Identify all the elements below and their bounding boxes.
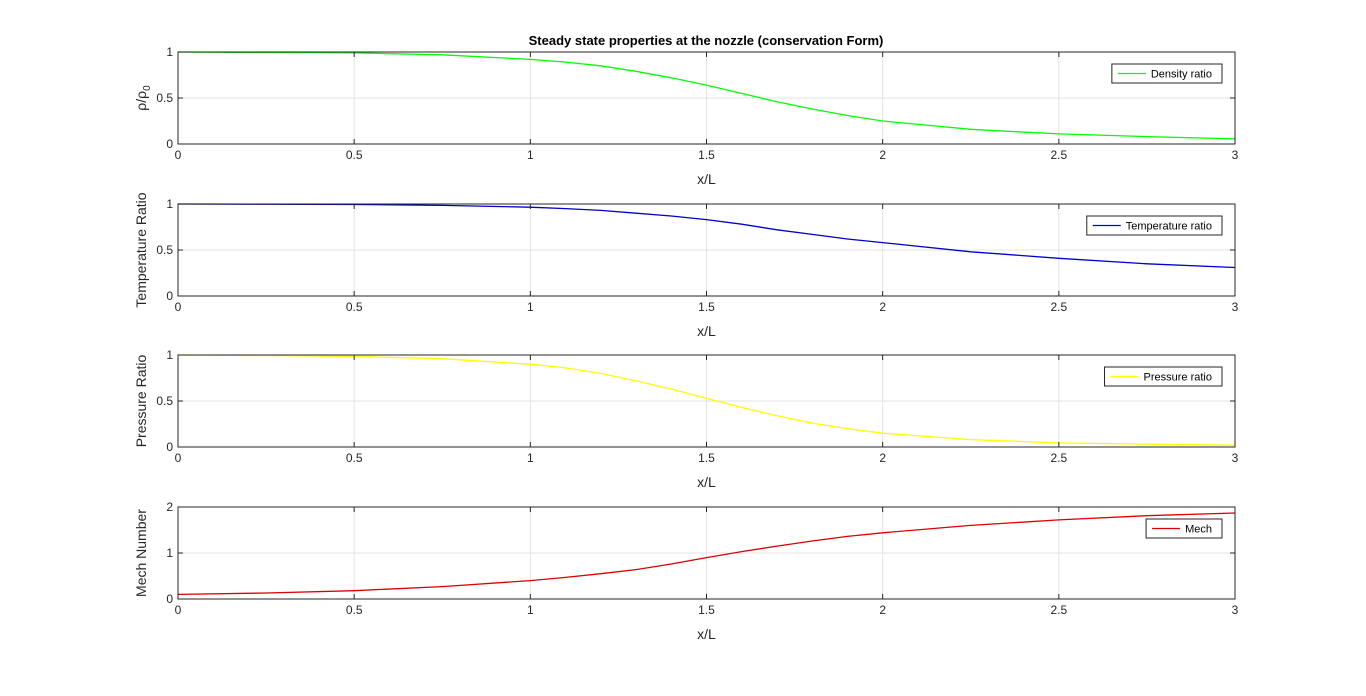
x-tick-label: 1.5 [698, 603, 715, 617]
y-tick-label: 0.5 [156, 394, 173, 408]
x-tick-label: 0 [175, 603, 182, 617]
y-axis-label-subscript: 0 [142, 85, 153, 91]
y-tick-label: 1 [166, 546, 173, 560]
y-axis-label: Pressure Ratio [133, 354, 149, 447]
x-tick-label: 0.5 [346, 300, 363, 314]
y-axis-label: Temperature Ratio [133, 192, 149, 307]
x-tick-label: 0 [175, 451, 182, 465]
x-tick-label: 2.5 [1050, 300, 1067, 314]
legend-box [1145, 518, 1223, 539]
legend-label: Density ratio [1151, 69, 1212, 81]
x-tick-label: 1 [527, 300, 534, 314]
y-tick-label: 0 [166, 592, 173, 606]
subplot-3: 0 0.5 1 1.5 2 2.5 3 0 0.5 1 x/L Pressure Ratio Press… [133, 348, 1239, 490]
x-tick-label: 0 [175, 300, 182, 314]
legend-box [1086, 215, 1223, 236]
y-axis-label: ρ/ρ0 [133, 85, 153, 111]
series-line-pressure-ratio [177, 354, 1236, 446]
x-tick-label: 2.5 [1050, 451, 1067, 465]
x-tick-label: 3 [1232, 603, 1239, 617]
x-tick-label: 0 [175, 148, 182, 162]
legend-label: Temperature ratio [1126, 221, 1212, 233]
y-tick-label: 1 [166, 197, 173, 211]
y-tick-label: 0 [166, 440, 173, 454]
x-tick-label: 1 [527, 148, 534, 162]
y-tick-label: 1 [166, 348, 173, 362]
x-axis-label: x/L [697, 323, 716, 339]
y-tick-label: 0 [166, 289, 173, 303]
x-tick-label: 2.5 [1050, 148, 1067, 162]
x-tick-label: 1.5 [698, 148, 715, 162]
series-line-temperature-ratio [177, 203, 1236, 269]
x-axis-label: x/L [697, 171, 716, 187]
series-line-density-ratio [177, 51, 1236, 140]
x-tick-label: 3 [1232, 148, 1239, 162]
x-tick-label: 1 [527, 603, 534, 617]
x-tick-label: 2 [879, 451, 886, 465]
x-tick-label: 1.5 [698, 300, 715, 314]
y-tick-label: 0.5 [156, 91, 173, 105]
legend-label: Pressure ratio [1144, 372, 1212, 384]
x-tick-label: 0.5 [346, 451, 363, 465]
legend: Mech [1145, 518, 1223, 539]
series-line-mech [177, 512, 1236, 596]
legend: Density ratio [1111, 63, 1223, 84]
y-tick-label: 2 [166, 500, 173, 514]
x-tick-label: 3 [1232, 300, 1239, 314]
x-tick-label: 0.5 [346, 603, 363, 617]
legend-box [1104, 366, 1223, 387]
y-tick-label: 0.5 [156, 243, 173, 257]
x-tick-label: 2 [879, 148, 886, 162]
y-axis-label: Mech Number [133, 509, 149, 597]
y-tick-label: 1 [166, 45, 173, 59]
x-tick-label: 2 [879, 603, 886, 617]
legend: Pressure ratio [1104, 366, 1223, 387]
x-tick-label: 3 [1232, 451, 1239, 465]
legend: Temperature ratio [1086, 215, 1223, 236]
x-tick-label: 2 [879, 300, 886, 314]
x-tick-label: 1.5 [698, 451, 715, 465]
figure-title: Steady state properties at the nozzle (c… [529, 33, 884, 48]
x-tick-label: 1 [527, 451, 534, 465]
legend-label: Mech [1185, 524, 1212, 536]
x-tick-label: 0.5 [346, 148, 363, 162]
x-axis-label: x/L [697, 626, 716, 642]
x-axis-label: x/L [697, 474, 716, 490]
legend-box [1111, 63, 1223, 84]
subplot-2: 0 0.5 1 1.5 2 2.5 3 0 0.5 1 x/L Temperature Ratio Te… [133, 192, 1239, 339]
subplot-4: 0 0.5 1 1.5 2 2.5 3 0 1 2 x/L Mech Number Mech [133, 500, 1239, 642]
y-tick-label: 0 [166, 137, 173, 151]
x-tick-label: 2.5 [1050, 603, 1067, 617]
